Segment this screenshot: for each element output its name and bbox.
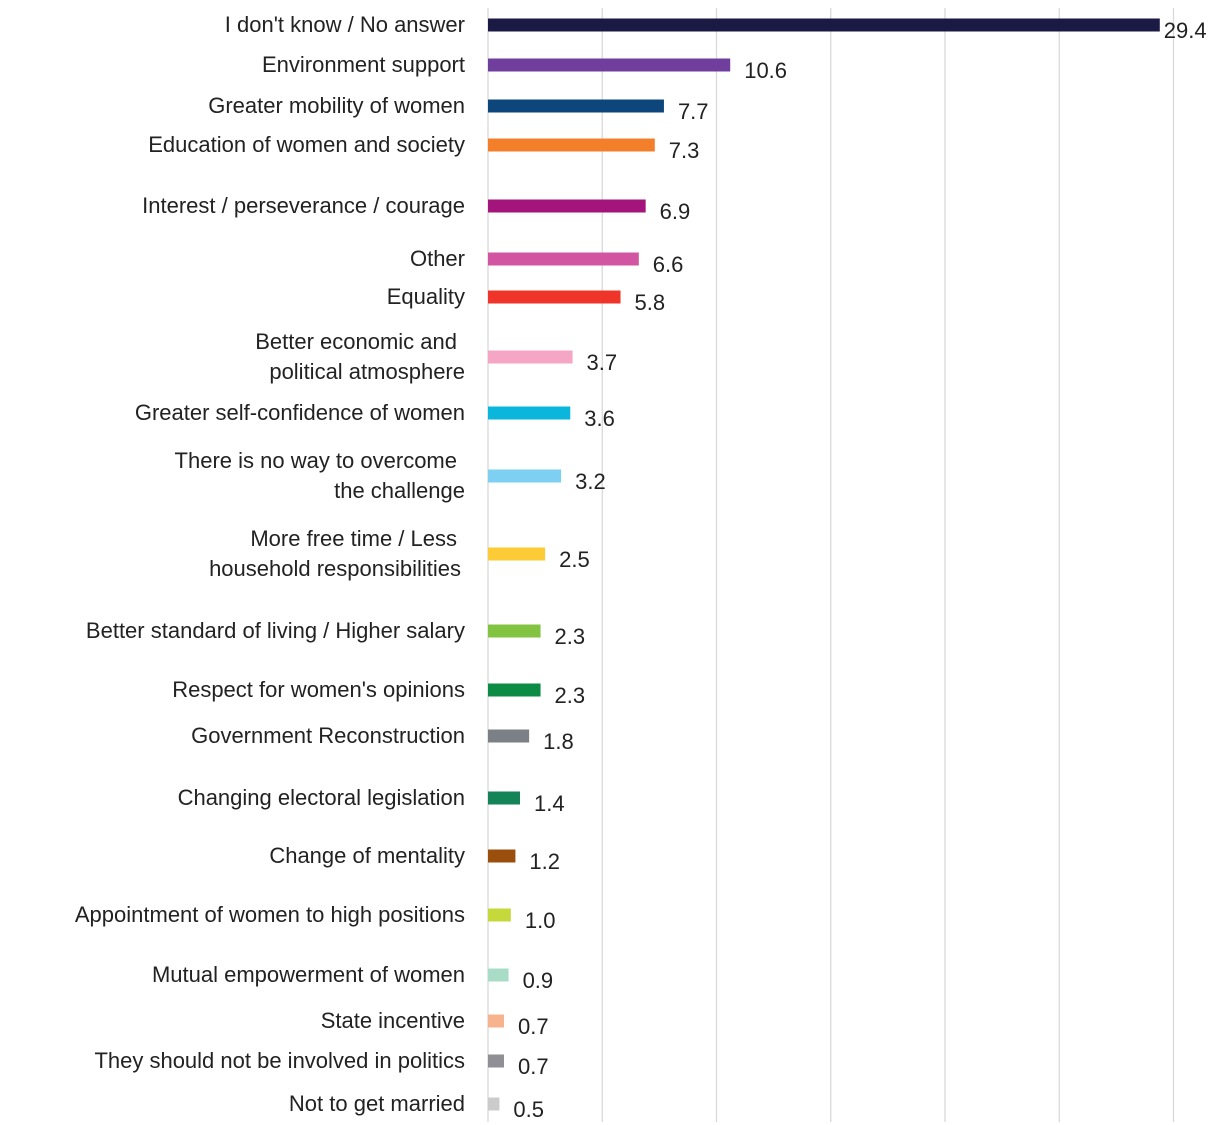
category-label: They should not be involved in politics (94, 1048, 465, 1073)
value-label: 3.6 (584, 406, 615, 431)
category-label: Respect for women's opinions (172, 677, 465, 702)
value-label: 5.8 (635, 290, 666, 315)
category-label: More free time / Less household responsib… (209, 526, 461, 581)
category-label: Equality (387, 284, 465, 309)
category-label: There is no way to overcome the challenge (175, 448, 465, 503)
category-label: Mutual empowerment of women (152, 962, 465, 987)
bar (488, 968, 509, 982)
category-label: Changing electoral legislation (178, 785, 465, 810)
value-label: 3.2 (575, 469, 606, 494)
bar (488, 290, 621, 304)
bar (488, 1014, 504, 1028)
bar (488, 252, 639, 266)
bar (488, 18, 1160, 32)
bar (488, 406, 571, 420)
value-label: 1.2 (529, 849, 560, 874)
value-label: 1.4 (534, 791, 565, 816)
bar (488, 469, 562, 483)
category-label: Other (410, 246, 465, 271)
category-label: Not to get married (289, 1091, 465, 1116)
value-label: 3.7 (587, 350, 618, 375)
value-label: 29.4 (1164, 18, 1207, 43)
category-label: Better economic and political atmosphere (255, 329, 465, 384)
bar (488, 199, 646, 213)
bar (488, 683, 541, 697)
category-label: Change of mentality (269, 843, 465, 868)
value-label: 2.5 (559, 547, 590, 572)
gridlines (487, 8, 1175, 1122)
bar (488, 624, 541, 638)
value-label: 6.9 (660, 199, 691, 224)
category-label: Appointment of women to high positions (75, 902, 465, 927)
bar (488, 729, 530, 743)
category-label: Greater mobility of women (208, 93, 465, 118)
bar (488, 791, 520, 805)
category-label: Better standard of living / Higher salar… (86, 618, 465, 643)
value-label: 1.8 (543, 729, 574, 754)
category-label: Interest / perseverance / courage (142, 193, 465, 218)
category-label: Government Reconstruction (191, 723, 465, 748)
bar (488, 99, 664, 113)
bar (488, 58, 731, 72)
value-label: 0.9 (523, 968, 554, 993)
category-label: Greater self-confidence of women (135, 400, 465, 425)
bar (488, 547, 546, 561)
value-label: 10.6 (744, 58, 787, 83)
category-label: Education of women and society (148, 132, 465, 157)
value-label: 0.7 (518, 1014, 549, 1039)
value-labels: 29.4 10.6 7.7 7.3 6.9 6.6 5.8 3.7 3.6 3.2 2.5 2.3 2.… (513, 18, 1206, 1122)
bars (488, 18, 1160, 1111)
category-labels: I don't know / No answer Environment supp… (75, 12, 465, 1116)
value-label: 7.7 (678, 99, 709, 124)
value-label: 6.6 (653, 252, 684, 277)
bar (488, 1054, 504, 1068)
value-label: 2.3 (555, 683, 586, 708)
category-label: I don't know / No answer (225, 12, 465, 37)
value-label: 1.0 (525, 908, 556, 933)
value-label: 2.3 (555, 624, 586, 649)
category-label: State incentive (321, 1008, 465, 1033)
value-label: 0.5 (513, 1097, 544, 1122)
bar (488, 849, 516, 863)
bar (488, 908, 511, 922)
bar (488, 350, 573, 364)
value-label: 7.3 (669, 138, 700, 163)
category-label: Environment support (262, 52, 465, 77)
bar (488, 1097, 500, 1111)
value-label: 0.7 (518, 1054, 549, 1079)
bar (488, 138, 655, 152)
